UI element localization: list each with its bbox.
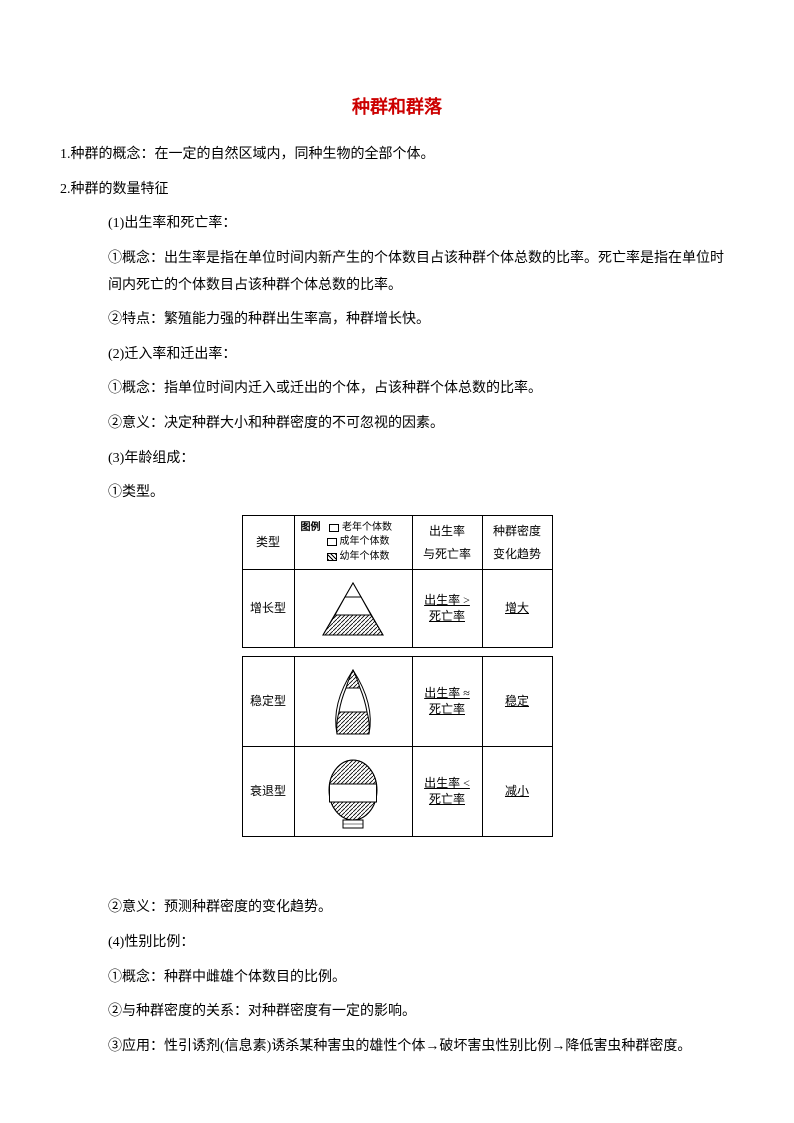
age-tables: 类型 图例 老年个体数 成年个体数 幼年个体数 出生率 与死亡率 种群密度 变化…	[60, 515, 734, 846]
grow-rate-b: 死亡率	[429, 609, 465, 623]
th-trend: 种群密度 变化趋势	[482, 515, 552, 570]
sub-2a: ①概念：指单位时间内迁入或迁出的个体，占该种群个体总数的比率。	[60, 376, 734, 403]
stable-trend: 稳定	[505, 694, 529, 708]
pyramid-stable-icon	[313, 664, 393, 740]
row-stable-trend: 稳定	[482, 657, 552, 747]
swatch-young-icon	[327, 553, 337, 561]
legend-title: 图例	[301, 521, 321, 535]
sub-1: (1)出生率和死亡率：	[60, 211, 734, 238]
decline-trend: 减小	[505, 784, 529, 798]
row-grow-rate: 出生率 > 死亡率	[412, 570, 482, 648]
age-table-1: 类型 图例 老年个体数 成年个体数 幼年个体数 出生率 与死亡率 种群密度 变化…	[242, 515, 553, 649]
para-1: 1.种群的概念：在一定的自然区域内，同种生物的全部个体。	[60, 142, 734, 169]
row-grow-trend: 增大	[482, 570, 552, 648]
decline-rate-a: 出生率 <	[424, 776, 470, 790]
th-legend: 图例 老年个体数 成年个体数 幼年个体数	[294, 515, 412, 570]
legend-adult: 成年个体数	[340, 535, 390, 549]
th-trend-b: 变化趋势	[489, 543, 546, 566]
sub-4c: ③应用：性引诱剂(信息素)诱杀某种害虫的雄性个体→破坏害虫性别比例→降低害虫种群…	[60, 1034, 734, 1061]
th-rate-a: 出生率	[419, 520, 476, 543]
sub-3b: ②意义：预测种群密度的变化趋势。	[60, 895, 734, 922]
row-grow-type: 增长型	[242, 570, 294, 648]
row-stable-type: 稳定型	[242, 657, 294, 747]
stable-rate-a: 出生率 ≈	[424, 686, 470, 700]
row-stable-rate: 出生率 ≈ 死亡率	[412, 657, 482, 747]
para-2: 2.种群的数量特征	[60, 177, 734, 204]
th-rate-b: 与死亡率	[419, 543, 476, 566]
stable-rate-b: 死亡率	[429, 702, 465, 716]
swatch-adult-icon	[327, 538, 337, 546]
sub-1a: ①概念：出生率是指在单位时间内新产生的个体数目占该种群个体总数的比率。死亡率是指…	[60, 246, 734, 299]
sub-4b: ②与种群密度的关系：对种群密度有一定的影响。	[60, 999, 734, 1026]
sub-2: (2)迁入率和迁出率：	[60, 342, 734, 369]
row-decline-type: 衰退型	[242, 747, 294, 837]
row-stable-shape	[294, 657, 412, 747]
page-title: 种群和群落	[60, 90, 734, 124]
swatch-old-icon	[329, 524, 339, 532]
decline-rate-b: 死亡率	[429, 792, 465, 806]
pyramid-decline-icon	[313, 752, 393, 832]
legend-old: 老年个体数	[342, 521, 392, 535]
legend-young: 幼年个体数	[340, 550, 390, 564]
grow-rate-a: 出生率 >	[424, 593, 470, 607]
row-grow-shape	[294, 570, 412, 648]
sub-3: (3)年龄组成：	[60, 446, 734, 473]
pyramid-grow-icon	[313, 579, 393, 639]
sub-3a: ①类型。	[60, 480, 734, 507]
row-decline-rate: 出生率 < 死亡率	[412, 747, 482, 837]
th-type: 类型	[242, 515, 294, 570]
row-decline-trend: 减小	[482, 747, 552, 837]
sub-1b: ②特点：繁殖能力强的种群出生率高，种群增长快。	[60, 307, 734, 334]
sub-4a: ①概念：种群中雌雄个体数目的比例。	[60, 965, 734, 992]
th-trend-a: 种群密度	[489, 520, 546, 543]
th-rate: 出生率 与死亡率	[412, 515, 482, 570]
sub-4: (4)性别比例：	[60, 930, 734, 957]
sub-2b: ②意义：决定种群大小和种群密度的不可忽视的因素。	[60, 411, 734, 438]
age-table-2: 稳定型 出生率 ≈ 死亡率 稳定	[242, 656, 553, 837]
row-decline-shape	[294, 747, 412, 837]
grow-trend: 增大	[505, 601, 529, 615]
